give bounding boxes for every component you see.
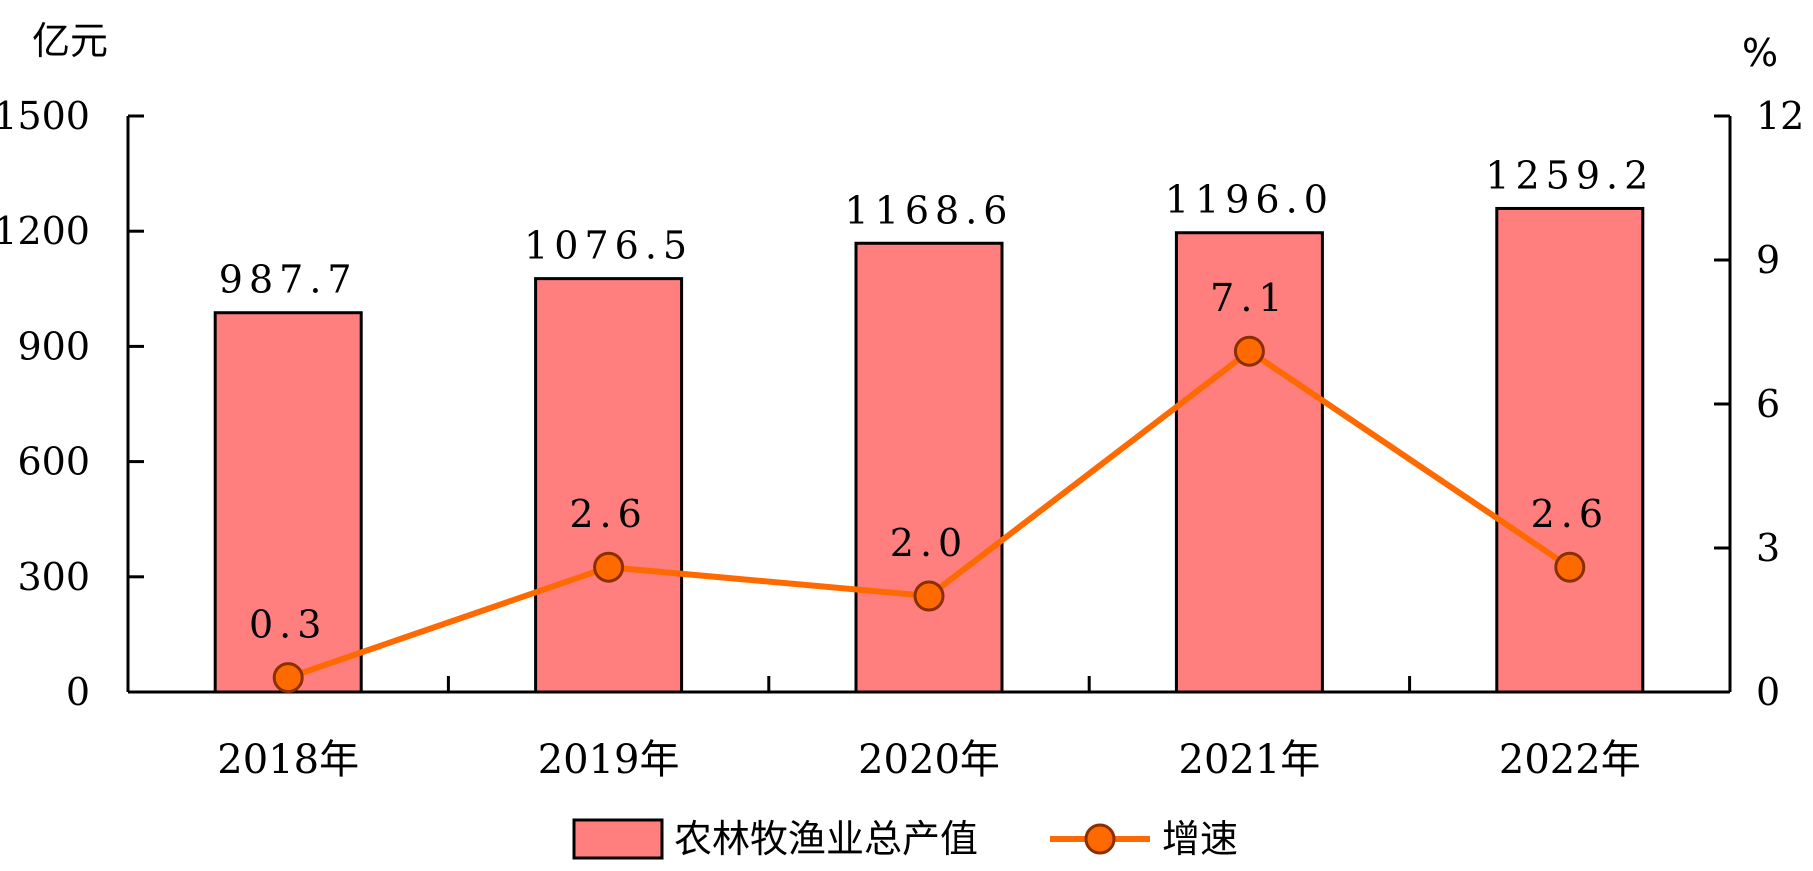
growth-point-1	[593, 551, 625, 583]
growth-label-0: 0.3	[249, 603, 327, 647]
left-tick-label-1: 300	[17, 555, 90, 599]
bar-label-3: 1196.0	[1165, 178, 1334, 222]
bar-3	[1174, 231, 1324, 694]
growth-point-4	[1554, 551, 1586, 583]
right-axis-unit: %	[1742, 31, 1778, 75]
x-tick-label-3: 2021年	[1179, 737, 1321, 783]
growth-label-1: 2.6	[569, 492, 647, 536]
legend-bar-label: 农林牧渔业总产值	[674, 817, 978, 861]
legend-line-marker	[1084, 823, 1116, 855]
legend-line-label: 增速	[1162, 817, 1238, 861]
growth-label-2: 2.0	[890, 521, 968, 565]
x-tick-label-2: 2020年	[858, 737, 1000, 783]
growth-label-4: 2.6	[1531, 492, 1609, 536]
bar-label-0: 987.7	[219, 258, 358, 302]
left-tick-label-5: 1500	[0, 94, 90, 138]
left-tick-label-0: 0	[66, 670, 90, 714]
x-tick-label-0: 2018年	[217, 737, 359, 783]
left-tick-label-2: 600	[17, 440, 90, 484]
bar-label-4: 1259.2	[1485, 153, 1654, 197]
growth-point-0	[272, 662, 304, 694]
bar-label-2: 1168.6	[845, 188, 1014, 232]
bar-1	[534, 277, 684, 694]
bar-2	[854, 241, 1004, 694]
bar-4	[1495, 206, 1645, 694]
x-tick-label-4: 2022年	[1499, 737, 1641, 783]
growth-point-2	[913, 580, 945, 612]
right-tick-label-3: 9	[1756, 238, 1780, 282]
right-tick-label-4: 12	[1756, 94, 1804, 138]
growth-point-3	[1233, 335, 1265, 367]
legend-bar-swatch	[572, 818, 664, 860]
left-axis-unit: 亿元	[32, 19, 108, 63]
bar-0	[213, 311, 363, 694]
left-tick-label-3: 900	[17, 324, 90, 368]
right-tick-label-2: 6	[1756, 382, 1780, 426]
bar-label-1: 1076.5	[524, 224, 693, 268]
growth-label-3: 7.1	[1210, 276, 1288, 320]
left-tick-label-4: 1200	[0, 209, 90, 253]
right-tick-label-1: 3	[1756, 526, 1780, 570]
x-tick-label-1: 2019年	[538, 737, 680, 783]
right-tick-label-0: 0	[1756, 670, 1780, 714]
